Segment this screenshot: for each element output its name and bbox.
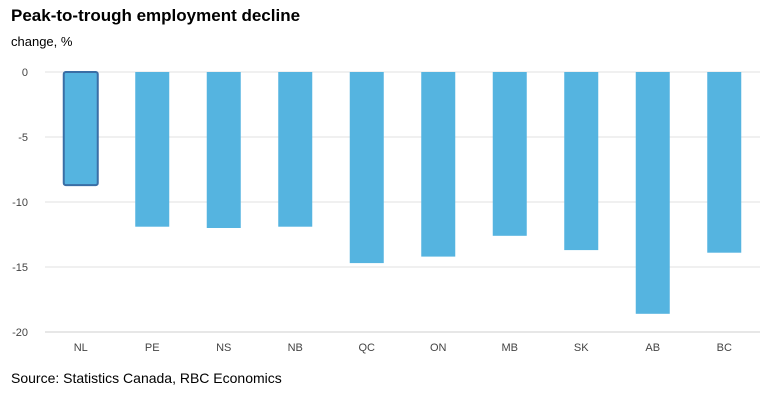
x-tick-label: BC: [717, 342, 732, 354]
bar-qc: [349, 72, 384, 264]
bars: [62, 71, 742, 314]
x-tick-label: NL: [74, 342, 88, 354]
bar-ab: [635, 72, 670, 314]
axes: 0 -5 -10 -15 -20 NL PE NS NB QC ON MB SK AB BC: [12, 67, 760, 354]
source-note: Source: Statistics Canada, RBC Economics: [11, 370, 282, 386]
bar-mb: [492, 72, 527, 236]
x-tick-label: AB: [645, 342, 660, 354]
bar-nb: [278, 72, 313, 227]
chart-subtitle: change, %: [11, 34, 73, 49]
x-tick-label: PE: [145, 342, 160, 354]
chart-title: Peak-to-trough employment decline: [11, 6, 301, 25]
x-tick-label: NB: [288, 342, 303, 354]
bar-sk: [564, 72, 599, 251]
x-tick-label: QC: [359, 342, 376, 354]
x-tick-label: SK: [574, 342, 589, 354]
bar-ns: [206, 72, 241, 228]
y-tick-label: 0: [22, 67, 28, 79]
y-tick-label: -10: [12, 197, 28, 209]
bar-pe: [135, 72, 170, 227]
bar-on: [421, 72, 456, 257]
x-tick-label: ON: [430, 342, 447, 354]
x-tick-label: MB: [502, 342, 519, 354]
bar-nl: [62, 71, 99, 187]
y-tick-label: -20: [12, 327, 28, 339]
bar-bc: [707, 72, 742, 253]
y-tick-label: -5: [18, 132, 28, 144]
y-tick-label: -15: [12, 262, 28, 274]
x-tick-label: NS: [216, 342, 231, 354]
